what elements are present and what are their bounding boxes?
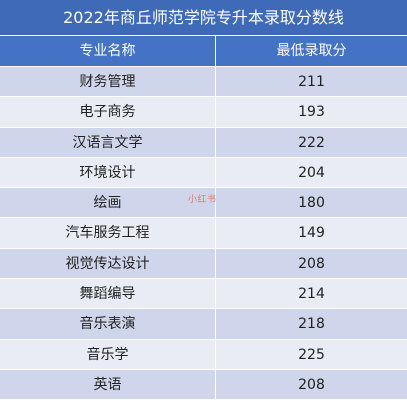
table-row: 汽车服务工程 149 bbox=[0, 218, 407, 249]
table-row: 财务管理 211 bbox=[0, 67, 407, 98]
table-row: 音乐学 225 bbox=[0, 339, 407, 370]
watermark-logo: 小红书 bbox=[188, 195, 217, 205]
major-cell: 环境设计 bbox=[0, 157, 216, 188]
major-cell: 音乐表演 bbox=[0, 309, 216, 339]
score-cell: 225 bbox=[298, 346, 325, 363]
score-cell: 222 bbox=[298, 134, 325, 151]
table-row: 英语 208 bbox=[0, 369, 407, 400]
major-cell: 电子商务 bbox=[0, 97, 216, 127]
score-cell: 193 bbox=[298, 104, 325, 121]
major-cell: 财务管理 bbox=[0, 67, 216, 97]
table-row: 视觉传达设计 208 bbox=[0, 248, 407, 280]
table-body: 财务管理 211 电子商务 193 汉语言文学 222 环境设计 204 绘画 … bbox=[0, 67, 407, 400]
major-cell: 汉语言文学 bbox=[0, 127, 216, 157]
column-header-score: 最低录取分 bbox=[276, 43, 347, 59]
table-row: 汉语言文学 222 bbox=[0, 127, 407, 158]
major-cell: 绘画 bbox=[0, 188, 216, 218]
table-row: 舞蹈编导 214 bbox=[0, 279, 407, 310]
score-cell: 218 bbox=[298, 316, 325, 333]
table-row: 环境设计 204 bbox=[0, 157, 407, 189]
major-cell: 英语 bbox=[0, 369, 216, 400]
score-cell: 208 bbox=[298, 255, 325, 272]
score-cell: 214 bbox=[298, 286, 325, 303]
table-row: 电子商务 193 bbox=[0, 97, 407, 128]
table-header-row: 专业名称 最低录取分 bbox=[0, 36, 407, 67]
major-cell: 视觉传达设计 bbox=[0, 248, 216, 279]
score-cell: 204 bbox=[298, 164, 325, 181]
score-cell: 208 bbox=[298, 376, 325, 393]
score-cell: 149 bbox=[298, 225, 325, 242]
table-row: 音乐表演 218 bbox=[0, 309, 407, 340]
major-cell: 音乐学 bbox=[0, 339, 216, 369]
major-cell: 汽车服务工程 bbox=[0, 218, 216, 248]
major-cell: 舞蹈编导 bbox=[0, 279, 216, 309]
score-cell: 180 bbox=[298, 195, 325, 212]
table-title: 2022年商丘师范学院专升本录取分数线 bbox=[0, 0, 407, 36]
column-header-major: 专业名称 bbox=[0, 36, 216, 66]
score-cell: 211 bbox=[298, 74, 325, 90]
table-row: 绘画 180 bbox=[0, 188, 407, 219]
